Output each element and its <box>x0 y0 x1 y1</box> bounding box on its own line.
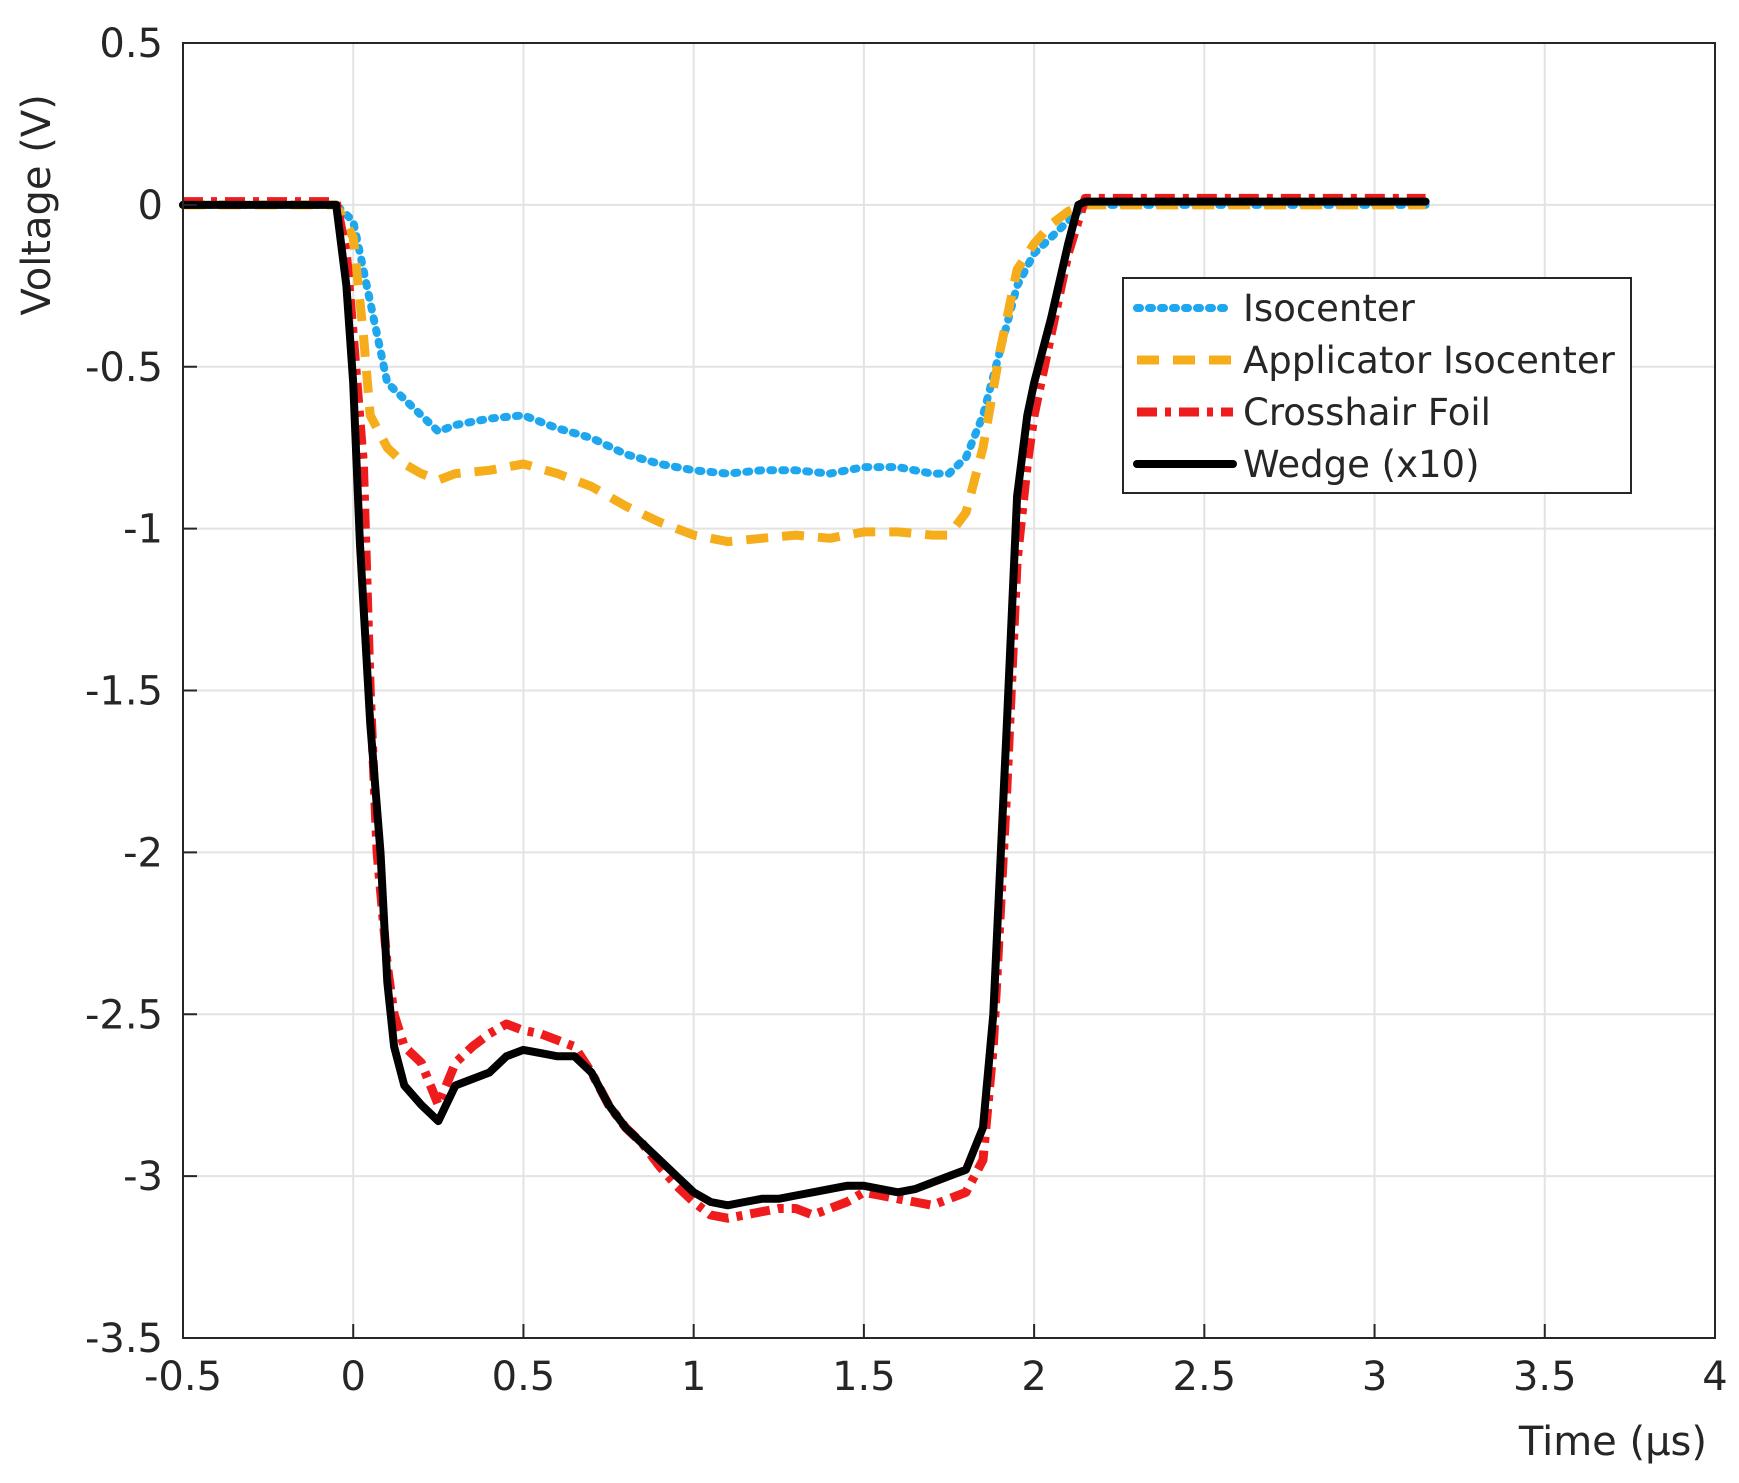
y-tick-label: -1 <box>123 507 163 553</box>
x-axis-label: Time (μs) <box>1518 1419 1707 1465</box>
axis-ticks: -0.5 0 0.5 1 1.5 2 2.5 3 3.5 4 0.5 0 -0.5 -1 -1.5 -2 -2.… <box>85 21 1728 1400</box>
y-tick-label: 0.5 <box>99 21 163 67</box>
legend-label: Crosshair Foil <box>1243 391 1491 434</box>
legend-label: Wedge (x10) <box>1243 443 1480 486</box>
y-tick-label: -3 <box>123 1154 163 1200</box>
legend-label: Isocenter <box>1243 287 1416 330</box>
legend: Isocenter Applicator Isocenter Crosshair F… <box>1122 277 1632 494</box>
x-tick-label: -0.5 <box>144 1354 222 1400</box>
x-tick-label: 2.5 <box>1173 1354 1237 1400</box>
y-tick-label: 0 <box>138 183 163 229</box>
series-layer <box>179 193 1430 1223</box>
x-tick-label: 3.5 <box>1513 1354 1577 1400</box>
y-tick-label: -2.5 <box>85 992 163 1038</box>
x-tick-label: 0.5 <box>492 1354 556 1400</box>
legend-box <box>1122 277 1632 494</box>
series-line-1 <box>179 200 1430 478</box>
series-line-4 <box>179 197 1430 1210</box>
x-tick-label: 1 <box>681 1354 706 1400</box>
y-tick-label: -2 <box>123 830 163 876</box>
legend-label: Applicator Isocenter <box>1243 339 1616 382</box>
x-tick-label: 2 <box>1021 1354 1046 1400</box>
series-line-2 <box>183 200 1426 547</box>
x-tick-label: 4 <box>1702 1354 1727 1400</box>
x-tick-label: 1.5 <box>832 1354 896 1400</box>
y-tick-label: -0.5 <box>85 345 163 391</box>
y-axis-label: Voltage (V) <box>14 94 60 315</box>
y-tick-label: -3.5 <box>85 1316 163 1362</box>
x-tick-label: 3 <box>1362 1354 1387 1400</box>
x-tick-label: 0 <box>340 1354 365 1400</box>
y-tick-label: -1.5 <box>85 669 163 715</box>
